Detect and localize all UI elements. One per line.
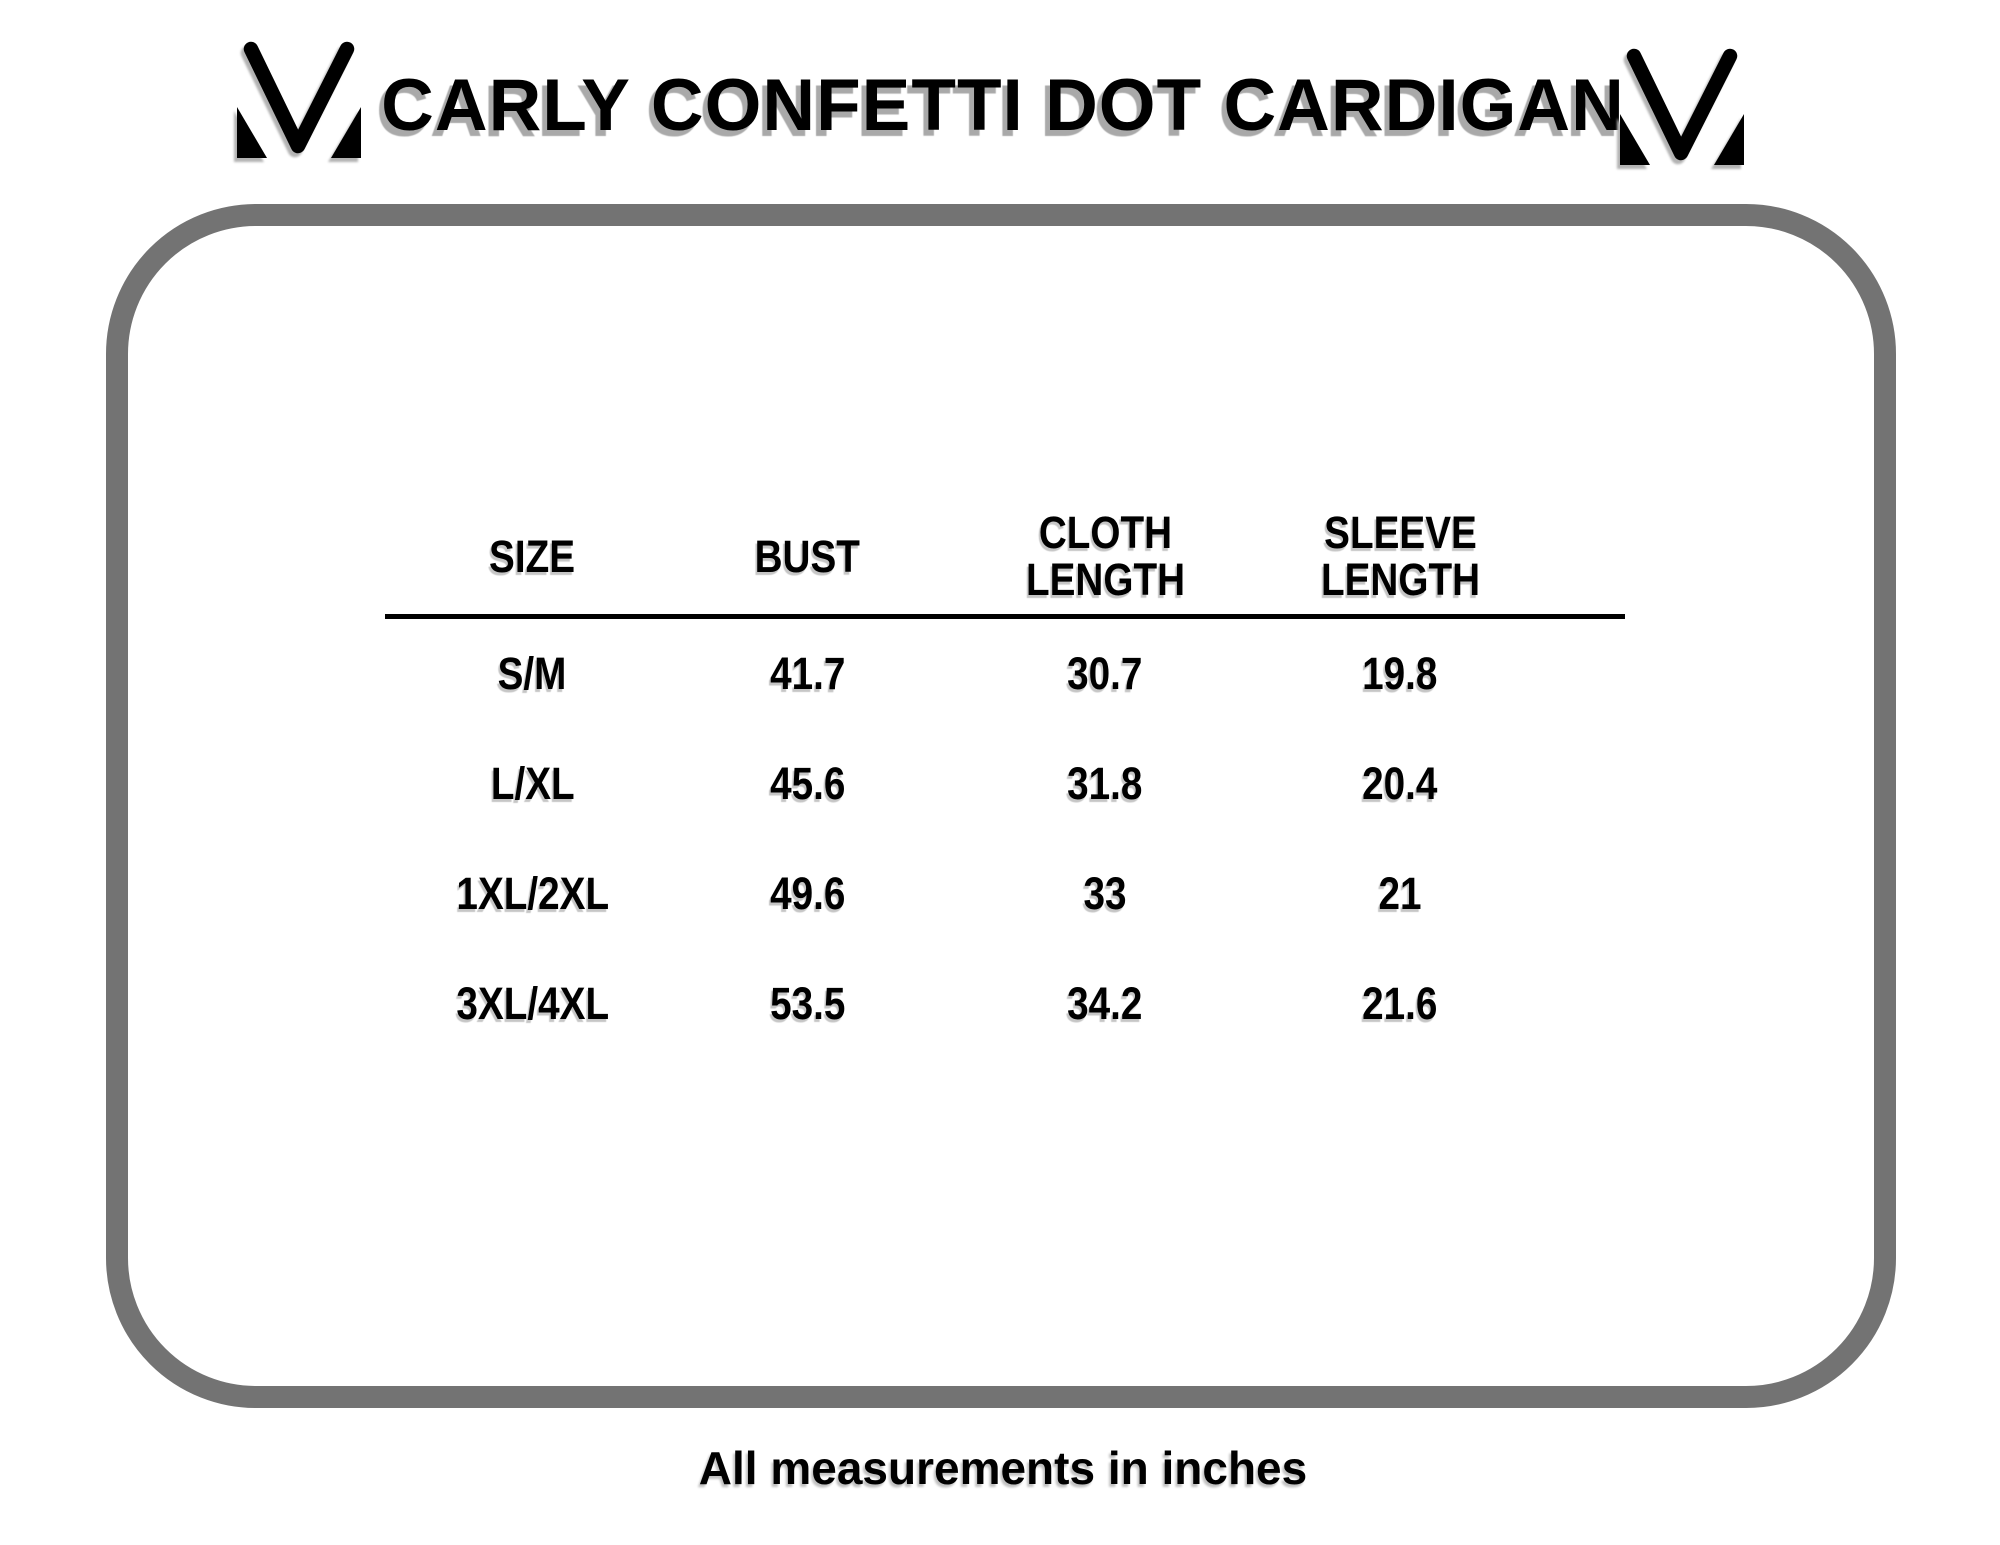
- size-label: L/XL: [490, 757, 575, 809]
- cloth-length-value: 31.8: [1067, 757, 1143, 809]
- sleeve-length-value: 21: [1378, 867, 1422, 919]
- size-label: 3XL/4XL: [456, 977, 609, 1029]
- page-title: CARLY CONFETTI DOT CARDIGAN: [381, 65, 1625, 146]
- table-header-row: SIZE BUST CLOTH LENGTH SLEEVE LENGTH: [385, 500, 1625, 614]
- cloth-length-value: 30.7: [1067, 647, 1143, 699]
- header-divider: [385, 614, 1625, 619]
- bust-value: 41.7: [769, 647, 846, 699]
- bust-value: 49.6: [769, 867, 846, 919]
- cloth-length-value: 34.2: [1067, 977, 1143, 1029]
- table-body: S/M 41.7 30.7 19.8 L/XL 45.6 31.8 20.4 1…: [385, 619, 1625, 1059]
- mv-monogram-icon: [1618, 47, 1746, 167]
- size-label: 1XL/2XL: [456, 867, 609, 919]
- cloth-length-value: 33: [1083, 867, 1127, 919]
- sleeve-length-value: 19.8: [1362, 647, 1438, 699]
- column-header-size: SIZE: [489, 530, 576, 582]
- sleeve-length-value: 20.4: [1362, 757, 1438, 809]
- rounded-frame: [106, 204, 1896, 1408]
- size-chart-table: SIZE BUST CLOTH LENGTH SLEEVE LENGTH S/M 4…: [385, 500, 1625, 1059]
- bust-value: 45.6: [769, 757, 846, 809]
- measurements-note: All measurements in inches: [698, 1442, 1308, 1494]
- size-label: S/M: [498, 647, 567, 699]
- mv-monogram-icon: [235, 40, 363, 160]
- bust-value: 53.5: [769, 977, 846, 1029]
- column-header-cloth-length: CLOTH LENGTH: [1025, 507, 1185, 605]
- column-header-bust: BUST: [754, 530, 861, 582]
- column-header-sleeve-length: SLEEVE LENGTH: [1320, 507, 1480, 605]
- sleeve-length-value: 21.6: [1362, 977, 1438, 1029]
